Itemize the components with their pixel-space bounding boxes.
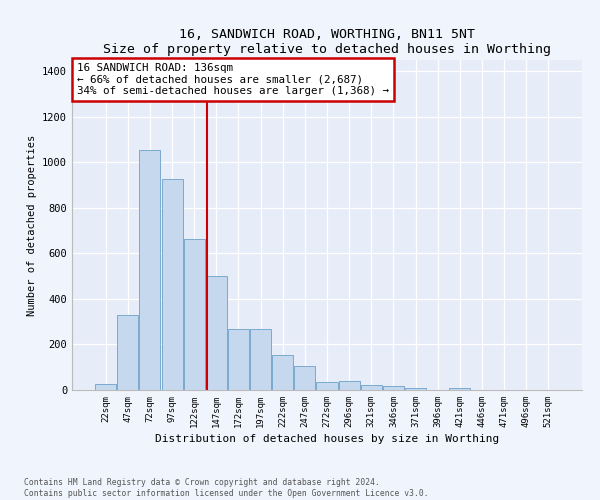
Bar [295, 366, 316, 390]
Bar [272, 354, 293, 390]
Bar [361, 386, 382, 390]
Title: 16, SANDWICH ROAD, WORTHING, BN11 5NT
Size of property relative to detached hous: 16, SANDWICH ROAD, WORTHING, BN11 5NT Si… [103, 28, 551, 56]
Bar [449, 388, 470, 390]
Y-axis label: Number of detached properties: Number of detached properties [26, 134, 37, 316]
Bar [250, 328, 271, 390]
Bar [228, 328, 249, 390]
Text: 16 SANDWICH ROAD: 136sqm
← 66% of detached houses are smaller (2,687)
34% of sem: 16 SANDWICH ROAD: 136sqm ← 66% of detach… [77, 64, 389, 96]
Bar [139, 150, 160, 390]
Bar [118, 315, 139, 390]
X-axis label: Distribution of detached houses by size in Worthing: Distribution of detached houses by size … [155, 434, 499, 444]
Text: Contains HM Land Registry data © Crown copyright and database right 2024.
Contai: Contains HM Land Registry data © Crown c… [24, 478, 428, 498]
Bar [161, 180, 182, 390]
Bar [184, 238, 205, 390]
Bar [206, 276, 227, 390]
Bar [316, 382, 338, 390]
Bar [383, 386, 404, 390]
Bar [405, 388, 426, 390]
Bar [95, 384, 116, 390]
Bar [338, 381, 359, 390]
